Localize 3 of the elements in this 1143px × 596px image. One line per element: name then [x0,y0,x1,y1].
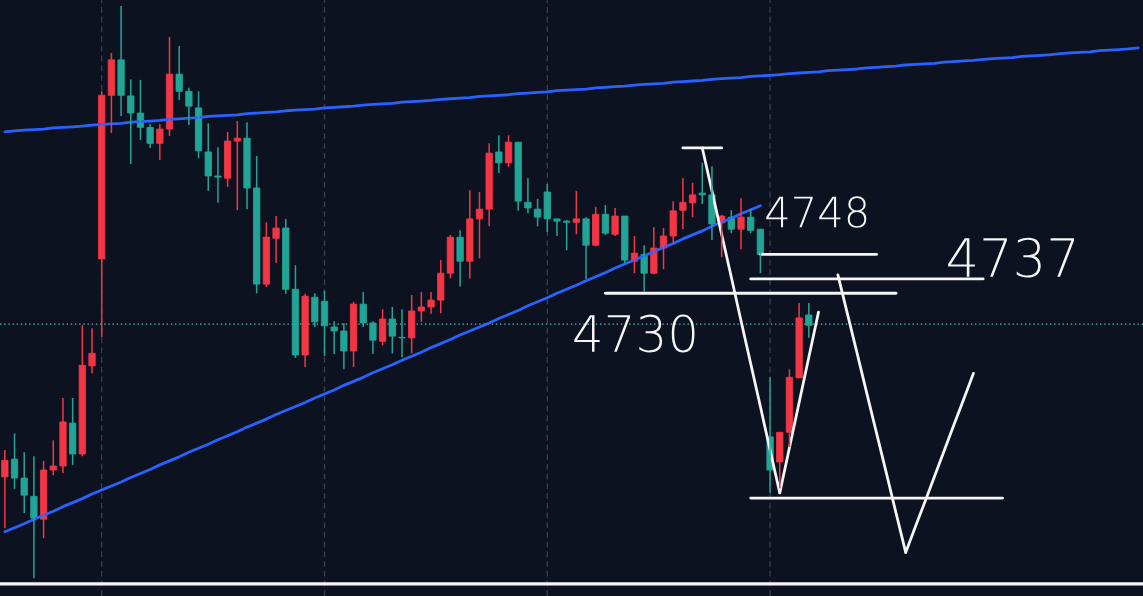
annotation: 4748 [766,196,867,228]
annotation: 4730 [574,314,695,353]
annotation: 4737 [948,237,1075,278]
